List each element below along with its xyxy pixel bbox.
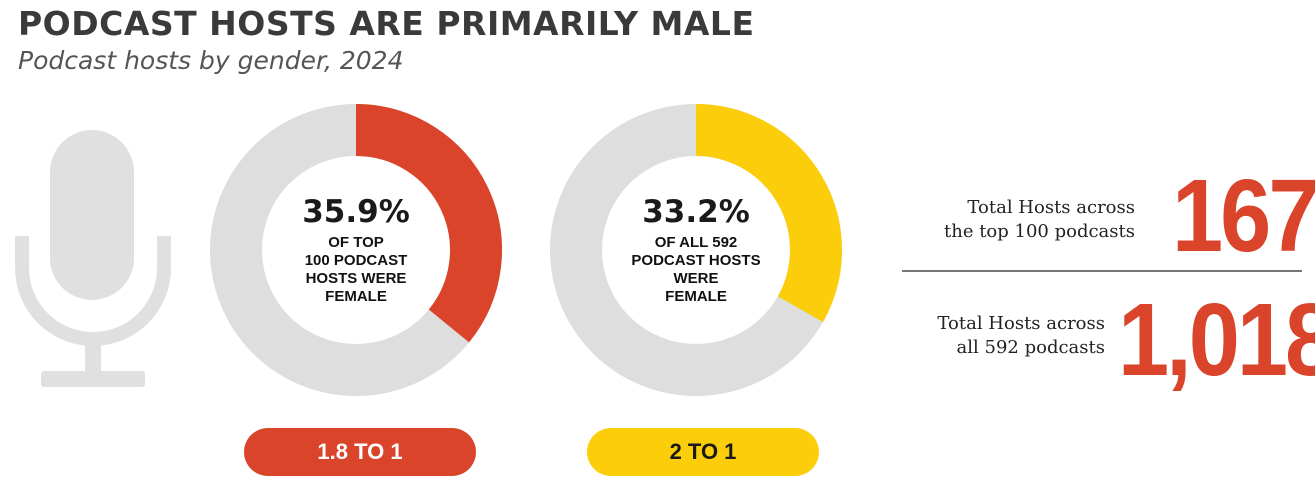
mic-base [41,371,145,387]
donut-label-line: HOSTS WERE [305,270,407,287]
donut-svg [210,104,502,396]
donut-slice-female [695,104,842,322]
donut-center-label: OF TOP 100 PODCAST HOSTS WERE FEMALE [281,234,431,306]
stat-label-line: all 592 podcasts [956,337,1105,358]
donut-svg [550,104,842,396]
stat-value-top100: 167 [1172,159,1315,274]
microphone-icon [15,130,171,387]
donut-label-line: FEMALE [325,288,387,305]
donut-label-line: OF TOP [328,234,384,251]
donut-center-value: 33.2% [642,194,750,230]
mic-stem [85,338,101,374]
stats-divider [902,270,1302,272]
donut-label-line: 100 PODCAST [304,252,408,269]
stat-label-all592: Total Hosts across all 592 podcasts [937,312,1105,360]
stat-label-top100: Total Hosts across the top 100 podcasts [944,196,1135,244]
donut-slice-female [355,104,502,343]
stat-label-line: Total Hosts across [937,313,1105,334]
chart-subtitle: Podcast hosts by gender, 2024 [18,46,404,75]
donut-chart-all592: 33.2% OF ALL 592 PODCAST HOSTS WERE FEMA… [550,104,842,396]
stat-label-line: the top 100 podcasts [944,221,1135,242]
stat-label-line: Total Hosts across [967,197,1135,218]
donut-label-line: PODCAST HOSTS [631,252,761,269]
ratio-badge-all592: 2 TO 1 [587,428,819,476]
chart-title: PODCAST HOSTS ARE PRIMARILY MALE [18,4,755,43]
donut-label-line: FEMALE [665,288,727,305]
donut-label-line: OF ALL 592 [654,234,738,251]
donut-center-label: OF ALL 592 PODCAST HOSTS WERE FEMALE [621,234,771,306]
ratio-badge-top100: 1.8 TO 1 [244,428,476,476]
donut-label-line: WERE [673,270,719,287]
mic-head [50,130,134,300]
donut-center-value: 35.9% [302,194,410,230]
stat-value-all592: 1,018 [1118,283,1315,398]
donut-chart-top100: 35.9% OF TOP 100 PODCAST HOSTS WERE FEMA… [210,104,502,396]
